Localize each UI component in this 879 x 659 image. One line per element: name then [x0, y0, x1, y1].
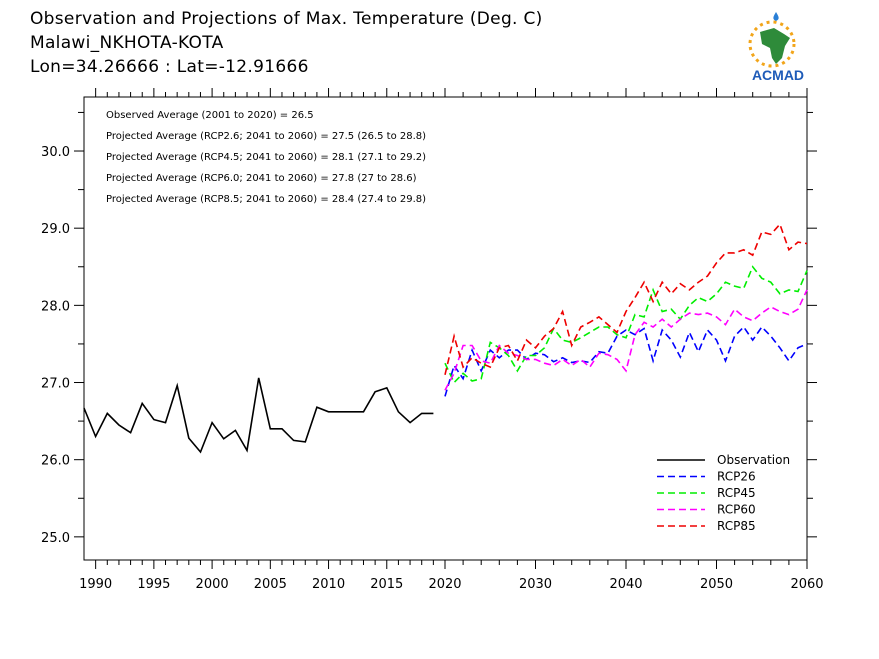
- x-tick-label: 2000: [196, 577, 229, 592]
- y-tick-label: 26.0: [41, 454, 70, 469]
- legend-label-rcp45: RCP45: [717, 486, 756, 500]
- annotation-rcp45: Projected Average (RCP4.5; 2041 to 2060)…: [106, 152, 426, 163]
- x-tick-label: 2005: [254, 577, 287, 592]
- station-coordinates: Lon=34.26666 : Lat=-12.91666: [30, 57, 309, 77]
- x-tick-label: 2015: [370, 577, 403, 592]
- annotation-observed: Observed Average (2001 to 2020) = 26.5: [106, 110, 314, 121]
- x-tick-label: 1995: [137, 577, 170, 592]
- y-tick-label: 28.0: [41, 299, 70, 314]
- x-tick-label: 2040: [609, 577, 642, 592]
- annotation-rcp60: Projected Average (RCP6.0; 2041 to 2060)…: [106, 173, 417, 184]
- x-tick-label: 2030: [519, 577, 552, 592]
- series-line-rcp60: [444, 289, 808, 391]
- legend-label-rcp85: RCP85: [717, 519, 756, 533]
- africa-sun-logo: ACMAD: [748, 12, 804, 83]
- annotation-rcp85: Projected Average (RCP8.5; 2041 to 2060)…: [106, 194, 426, 205]
- legend-label-rcp60: RCP60: [717, 503, 756, 517]
- chart-title: Observation and Projections of Max. Temp…: [30, 9, 543, 29]
- annotations: Observed Average (2001 to 2020) = 26.5 P…: [106, 110, 426, 205]
- y-tick-label: 27.0: [41, 377, 70, 392]
- x-tick-label: 2010: [312, 577, 345, 592]
- legend-label-rcp26: RCP26: [717, 470, 756, 484]
- x-tick-label: 1990: [79, 577, 112, 592]
- y-tick-label: 29.0: [41, 222, 70, 237]
- station-name: Malawi_NKHOTA-KOTA: [30, 33, 224, 53]
- axes: 25.0 26.0 27.0 28.0 29.0 30.0 1990 1995 2000 2005…: [41, 88, 824, 592]
- y-tick-label: 25.0: [41, 531, 70, 546]
- x-tick-label: 2060: [790, 577, 823, 592]
- series-lines: [83, 222, 808, 454]
- x-tick-label: 2050: [700, 577, 733, 592]
- series-line-observation: [83, 377, 434, 454]
- annotation-rcp26: Projected Average (RCP2.6; 2041 to 2060)…: [106, 131, 426, 142]
- y-tick-label: 30.0: [41, 145, 70, 160]
- series-line-rcp85: [444, 222, 808, 375]
- logo-text: ACMAD: [752, 67, 804, 83]
- series-line-rcp45: [444, 265, 808, 384]
- plot-frame: [83, 96, 808, 561]
- legend: Observation RCP26 RCP45 RCP60 RCP85: [657, 453, 790, 533]
- legend-label-observation: Observation: [717, 453, 790, 467]
- x-tick-label: 2020: [428, 577, 461, 592]
